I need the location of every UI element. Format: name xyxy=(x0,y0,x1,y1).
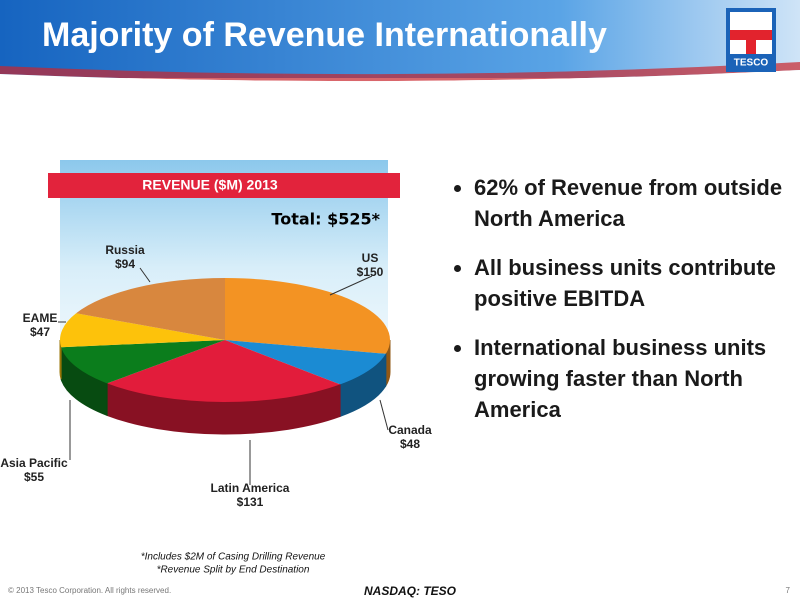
ticker: NASDAQ: TESO xyxy=(364,584,457,598)
chart-title-banner xyxy=(48,173,400,198)
value-label: $48 xyxy=(400,437,420,451)
page-number: 7 xyxy=(786,586,791,595)
category-label: EAME xyxy=(23,311,58,325)
category-label: Russia xyxy=(105,243,145,257)
pie-slice xyxy=(225,278,391,354)
bullet: All business units contribute positive E… xyxy=(474,252,800,314)
value-label: $55 xyxy=(24,470,44,484)
header-swoosh xyxy=(0,62,800,82)
category-label: US xyxy=(362,251,379,265)
value-label: $150 xyxy=(357,265,384,279)
category-label: Canada xyxy=(388,423,432,437)
footnote: *Includes $2M of Casing Drilling Revenue xyxy=(141,552,326,563)
bullet: 62% of Revenue from outside North Americ… xyxy=(474,172,800,234)
chart-title: REVENUE ($M) 2013 xyxy=(142,177,278,193)
copyright: © 2013 Tesco Corporation. All rights res… xyxy=(8,586,171,595)
pie-slice xyxy=(61,340,226,384)
pie: US$150 Canada$48 Latin America$131 Asia Pac… xyxy=(0,243,432,509)
logo: TESCO xyxy=(726,8,776,72)
chart-annotation: Total: $525* xyxy=(271,210,380,229)
value-label: $131 xyxy=(237,495,264,509)
pie-slice xyxy=(225,340,386,385)
logo-t xyxy=(746,30,756,54)
pie-slice xyxy=(76,278,225,340)
category-label: Asia Pacific xyxy=(0,456,68,470)
footnote: *Revenue Split by End Destination xyxy=(157,565,310,576)
pie-slice xyxy=(107,340,341,402)
category-label: Latin America xyxy=(211,481,290,495)
leader-line xyxy=(329,275,373,296)
leader-line xyxy=(379,399,389,431)
pie-tops xyxy=(59,278,391,402)
value-label: $94 xyxy=(115,257,135,271)
header-swoosh xyxy=(0,70,800,88)
bullet-list: 62% of Revenue from outside North Americ… xyxy=(448,172,800,443)
slide-title: Majority of Revenue Internationally xyxy=(42,16,607,54)
logo-text: TESCO xyxy=(734,58,769,69)
bullet: International business units growing fas… xyxy=(474,332,800,425)
pie-sides xyxy=(59,339,391,435)
header-bar xyxy=(0,0,800,78)
pie-slice xyxy=(59,313,226,348)
value-label: $47 xyxy=(30,325,50,339)
leader-line xyxy=(139,267,151,283)
